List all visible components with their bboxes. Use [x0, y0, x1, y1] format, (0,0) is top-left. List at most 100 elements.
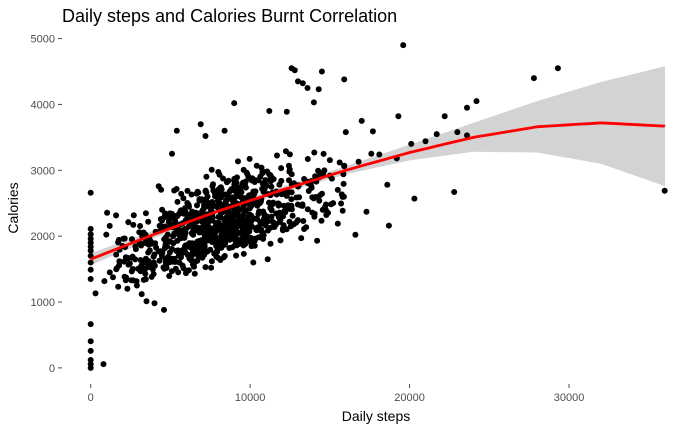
scatter-point: [304, 206, 311, 213]
scatter-point: [132, 246, 139, 253]
y-axis-label: Calories: [5, 182, 21, 233]
scatter-point: [207, 246, 214, 253]
scatter-point: [328, 175, 335, 182]
scatter-point: [411, 195, 418, 202]
scatter-point: [252, 177, 259, 184]
scatter-point: [207, 206, 214, 213]
y-tick-label: 4000: [31, 99, 55, 111]
scatter-point: [178, 254, 184, 261]
scatter-point: [208, 264, 215, 271]
scatter-point: [228, 186, 235, 193]
scatter-point: [294, 201, 301, 208]
scatter-point: [274, 152, 280, 159]
scatter-point: [304, 85, 311, 91]
scatter-point: [441, 113, 448, 120]
scatter-point: [103, 231, 110, 238]
scatter-point: [308, 183, 315, 190]
scatter-point: [530, 75, 537, 82]
scatter-point: [151, 300, 158, 307]
scatter-point: [150, 271, 157, 277]
scatter-point: [189, 230, 196, 237]
scatter-point: [190, 243, 197, 250]
scatter-point: [87, 231, 94, 238]
scatter-point: [166, 257, 173, 264]
scatter-point: [304, 156, 311, 162]
scatter-point: [200, 205, 207, 212]
scatter-point: [251, 235, 258, 242]
scatter-point: [87, 259, 94, 266]
scatter-point: [384, 181, 391, 188]
scatter-point: [226, 216, 232, 223]
x-tick-label: 10000: [235, 392, 266, 404]
scatter-point: [182, 229, 189, 236]
scatter-point: [233, 239, 240, 246]
scatter-point: [363, 208, 370, 215]
y-tick-label: 0: [49, 363, 55, 375]
scatter-point: [264, 256, 271, 263]
scatter-point: [169, 210, 175, 217]
scatter-point: [464, 104, 470, 111]
scatter-point: [149, 266, 156, 273]
scatter-point: [217, 257, 224, 263]
scatter-point: [287, 223, 294, 230]
scatter-point: [196, 197, 203, 204]
scatter-point: [129, 254, 136, 261]
scatter-point: [145, 218, 152, 225]
scatter-point: [194, 202, 200, 209]
scatter-point: [128, 268, 135, 275]
scatter-point: [254, 216, 261, 223]
scatter-point: [368, 150, 375, 157]
scatter-point: [92, 290, 99, 297]
scatter-point: [221, 127, 228, 134]
scatter-point: [276, 209, 283, 216]
x-tick-label: 20000: [394, 392, 425, 404]
scatter-point: [395, 113, 402, 120]
scatter-point: [169, 150, 175, 157]
scatter-point: [130, 212, 137, 219]
scatter-point: [100, 361, 107, 368]
scatter-point: [244, 171, 251, 178]
scatter-point: [87, 338, 94, 345]
scatter-point: [212, 220, 219, 226]
scatter-point: [323, 201, 329, 208]
scatter-point: [113, 251, 120, 258]
scatter-point: [342, 129, 349, 136]
scatter-point: [246, 228, 253, 235]
scatter-point: [202, 187, 209, 194]
scatter-point: [311, 149, 318, 156]
scatter-point: [141, 240, 148, 246]
scatter-point: [135, 265, 141, 272]
scatter-point: [182, 205, 188, 212]
scatter-point: [276, 219, 283, 225]
scatter-point: [221, 241, 228, 248]
scatter-point: [352, 231, 359, 238]
scatter-point: [339, 207, 346, 214]
scatter-point: [104, 209, 111, 216]
confidence-band-area: [90, 66, 665, 266]
scatter-point: [282, 148, 289, 155]
scatter-point: [164, 231, 171, 238]
scatter-point: [150, 259, 157, 266]
x-tick-label: 0: [88, 392, 94, 404]
scatter-point: [184, 200, 191, 206]
scatter-point: [212, 228, 219, 235]
scatter-point: [312, 194, 319, 200]
scatter-point: [286, 166, 293, 173]
scatter-point: [408, 140, 415, 147]
scatter-point: [173, 186, 180, 192]
scatter-point: [199, 254, 206, 261]
scatter-point: [142, 255, 149, 262]
scatter-point: [218, 186, 225, 193]
scatter-point: [167, 238, 173, 245]
scatter-point: [87, 361, 94, 368]
scatter-point: [173, 127, 180, 134]
scatter-point: [101, 278, 108, 285]
scatter-point: [334, 186, 341, 193]
scatter-point: [293, 194, 300, 201]
y-tick-label: 3000: [31, 165, 55, 177]
scatter-point: [294, 217, 301, 224]
scatter-point: [87, 266, 94, 273]
y-tick-label: 2000: [31, 231, 55, 243]
scatter-point: [246, 205, 253, 212]
scatter-point: [318, 217, 325, 224]
